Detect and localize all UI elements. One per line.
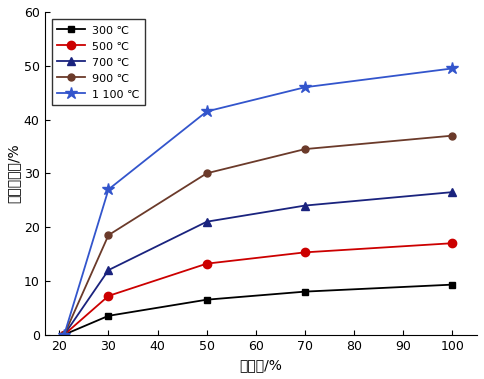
700 ℃ [450, 190, 455, 194]
900 ℃ [204, 171, 210, 175]
500 ℃ [450, 241, 455, 246]
900 ℃ [450, 133, 455, 138]
500 ℃ [106, 294, 111, 298]
500 ℃ [61, 332, 67, 337]
Line: 300 ℃: 300 ℃ [61, 281, 456, 338]
900 ℃ [302, 147, 308, 151]
Line: 1 100 ℃: 1 100 ℃ [58, 62, 459, 341]
900 ℃ [106, 233, 111, 237]
700 ℃ [61, 332, 67, 337]
1 100 ℃ [450, 66, 455, 71]
1 100 ℃ [61, 332, 67, 337]
300 ℃ [302, 289, 308, 294]
700 ℃ [204, 219, 210, 224]
900 ℃ [61, 332, 67, 337]
700 ℃ [106, 268, 111, 273]
300 ℃ [204, 298, 210, 302]
Line: 900 ℃: 900 ℃ [61, 132, 456, 338]
X-axis label: 富氧率/%: 富氧率/% [240, 358, 282, 372]
1 100 ℃ [302, 85, 308, 89]
1 100 ℃ [106, 187, 111, 192]
300 ℃ [106, 313, 111, 318]
1 100 ℃ [204, 109, 210, 114]
Line: 500 ℃: 500 ℃ [60, 239, 456, 339]
500 ℃ [302, 250, 308, 255]
300 ℃ [61, 332, 67, 337]
700 ℃ [302, 203, 308, 208]
300 ℃ [450, 282, 455, 287]
Y-axis label: 燃料节约率/%: 燃料节约率/% [7, 144, 21, 203]
500 ℃ [204, 262, 210, 266]
Legend: 300 ℃, 500 ℃, 700 ℃, 900 ℃, 1 100 ℃: 300 ℃, 500 ℃, 700 ℃, 900 ℃, 1 100 ℃ [51, 19, 145, 105]
Line: 700 ℃: 700 ℃ [60, 188, 456, 339]
